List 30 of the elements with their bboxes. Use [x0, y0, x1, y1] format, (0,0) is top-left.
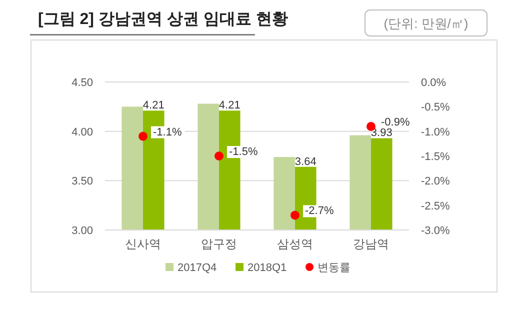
- y-tick-label: 3.00: [72, 225, 93, 237]
- x-tick-label: 압구정: [201, 237, 237, 251]
- data-label: -2.7%: [305, 205, 334, 218]
- y2-tick-label: -2.0%: [421, 176, 450, 188]
- chart-title: [그림 2] 강남권역 상권 임대료 현황: [38, 11, 288, 28]
- y2-tick-label: 0.0%: [421, 77, 446, 89]
- x-tick-label: 삼성역: [277, 237, 313, 251]
- y-tick-label: 3.50: [72, 176, 93, 188]
- text: (단위: 만원/㎡): [384, 16, 468, 31]
- x-tick-label: 신사역: [125, 237, 161, 251]
- data-label: 4.21: [142, 100, 164, 112]
- data-label: 3.64: [294, 156, 316, 168]
- data-label: -0.9%: [381, 116, 410, 128]
- y-tick-label: 4.50: [72, 77, 93, 89]
- y2-tick-label: -3.0%: [421, 225, 450, 237]
- y2-tick-label: -1.5%: [421, 151, 450, 163]
- legend-label: 2018Q1: [248, 262, 287, 274]
- y2-tick-label: -2.5%: [421, 200, 450, 212]
- data-label: 4.21: [218, 100, 240, 112]
- data-label: -1.1%: [153, 126, 182, 138]
- legend-label: 2017Q4: [178, 262, 217, 274]
- x-tick-label: 강남역: [353, 237, 389, 251]
- data-label: -1.5%: [229, 146, 258, 158]
- legend-label: 변동률: [318, 262, 350, 274]
- y2-tick-label: -0.5%: [421, 102, 450, 114]
- point: [214, 152, 224, 160]
- y2-tick-label: -1.0%: [421, 126, 450, 138]
- point: [138, 132, 148, 141]
- y-tick-label: 4.00: [72, 126, 93, 138]
- point: [290, 210, 300, 220]
